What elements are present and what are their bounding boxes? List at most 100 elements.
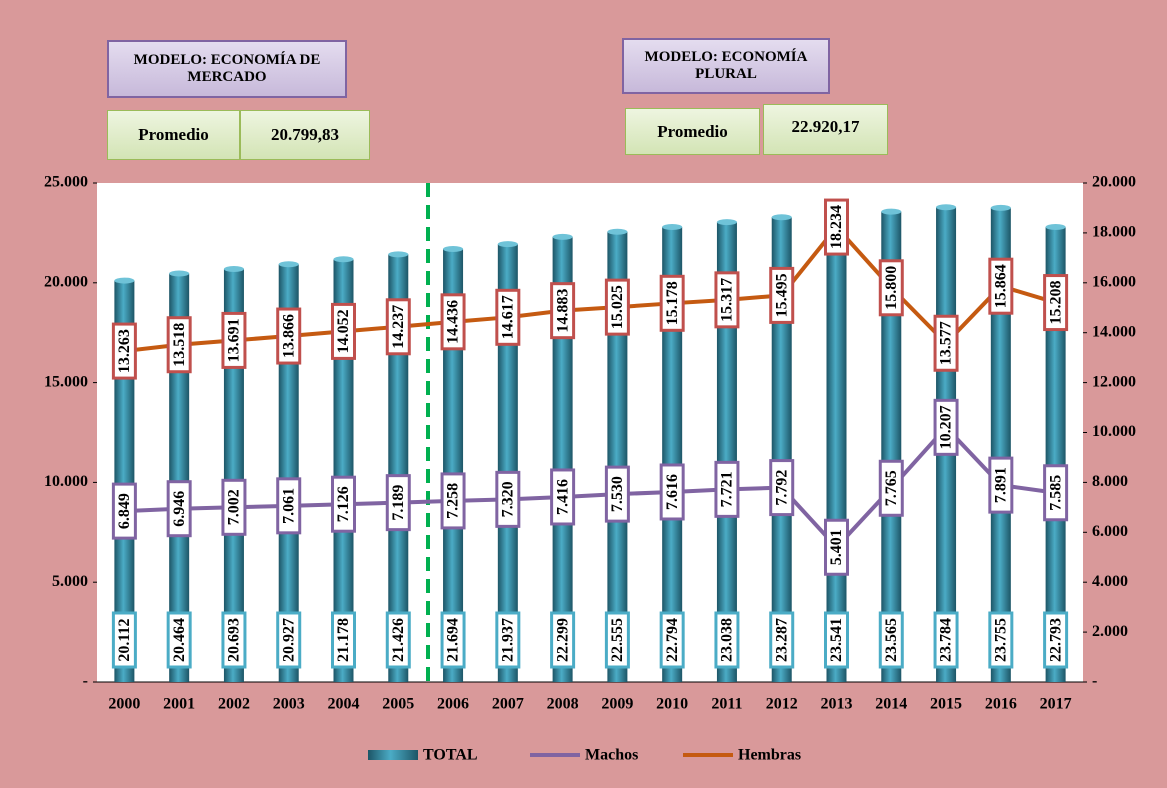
- data-label-box: [1043, 274, 1069, 332]
- data-label: 13.866: [276, 307, 302, 365]
- data-label: 15.208: [1043, 274, 1069, 332]
- data-label: 21.937: [495, 611, 521, 669]
- data-label: 7.258: [440, 472, 466, 530]
- legend-label: TOTAL: [423, 747, 478, 764]
- data-label-box: [604, 465, 630, 523]
- data-label-box: [933, 611, 959, 669]
- data-label-box: [440, 472, 466, 530]
- data-label: 7.585: [1043, 464, 1069, 522]
- bar: [881, 211, 902, 683]
- legend-label: Hembras: [738, 747, 801, 764]
- data-label-box: [659, 611, 685, 669]
- data-label-text: 23.541: [828, 618, 845, 662]
- data-label-text: 21.694: [445, 618, 462, 662]
- data-label-box: [824, 611, 849, 669]
- bar: [278, 264, 299, 682]
- data-label-box: [878, 259, 904, 317]
- bar: [1045, 227, 1066, 682]
- data-label-text: 23.565: [883, 618, 900, 662]
- x-tick-label: 2013: [821, 696, 853, 713]
- bar: [114, 280, 135, 682]
- bar: [169, 273, 190, 682]
- data-label: 15.800: [878, 259, 904, 317]
- bar-cap: [223, 265, 244, 272]
- data-label-box: [331, 475, 356, 533]
- data-label: 22.555: [604, 611, 630, 669]
- y-tick-label: 20.000: [44, 273, 88, 290]
- x-tick-label: 2010: [656, 696, 688, 713]
- data-label-box: [385, 474, 411, 532]
- data-label-text: 13.263: [116, 329, 133, 373]
- data-label-box: [769, 611, 795, 669]
- legend-label: Machos: [585, 747, 638, 764]
- data-label-box: [440, 293, 466, 351]
- bar-cap: [114, 277, 135, 284]
- data-label: 7.765: [878, 459, 904, 517]
- data-label: 13.691: [221, 311, 247, 369]
- data-label-text: 15.495: [773, 273, 790, 317]
- data-label-text: 15.208: [1047, 281, 1064, 325]
- data-label-box: [714, 611, 740, 669]
- bar-cap: [607, 228, 628, 235]
- data-label-text: 14.052: [335, 309, 352, 353]
- data-label: 5.401: [824, 518, 849, 576]
- data-label-text: 21.937: [500, 618, 517, 662]
- data-label: 23.541: [824, 611, 849, 669]
- bar: [771, 217, 792, 683]
- x-tick-label: 2000: [108, 696, 140, 713]
- data-label: 13.577: [933, 314, 959, 372]
- data-label-text: 22.299: [554, 618, 571, 662]
- data-label-text: 14.436: [445, 300, 462, 344]
- data-label-box: [604, 278, 630, 336]
- data-label-box: [276, 307, 302, 365]
- data-label: 13.263: [111, 322, 137, 380]
- data-label-text: 22.794: [664, 618, 681, 662]
- data-label: 6.849: [111, 482, 137, 540]
- data-label-text: 6.849: [116, 493, 133, 529]
- data-label-box: [166, 480, 192, 538]
- data-label-text: 5.401: [828, 529, 845, 565]
- data-label-box: [824, 198, 849, 256]
- data-label-text: 22.793: [1047, 618, 1064, 662]
- bar: [388, 254, 409, 682]
- data-label-box: [111, 322, 137, 380]
- data-label-box: [440, 611, 466, 669]
- data-label-text: 15.864: [993, 264, 1010, 308]
- bar-cap: [990, 204, 1011, 211]
- data-label-box: [769, 459, 795, 517]
- bar-cap: [881, 208, 902, 215]
- x-tick-label: 2011: [711, 696, 742, 713]
- data-label: 20.464: [166, 611, 192, 669]
- data-label: 15.025: [604, 278, 630, 336]
- y2-tick-label: 8.000: [1092, 473, 1128, 490]
- y-tick-label: -: [83, 673, 88, 690]
- data-label-text: 13.691: [226, 318, 243, 362]
- x-tick-label: 2003: [273, 696, 305, 713]
- data-label-box: [276, 611, 302, 669]
- data-label-text: 6.946: [171, 491, 188, 527]
- bar-cap: [169, 270, 190, 277]
- data-label-box: [769, 266, 795, 324]
- data-label-text: 7.530: [609, 476, 626, 512]
- data-label: 23.565: [878, 611, 904, 669]
- bar-cap: [662, 224, 683, 231]
- data-label-text: 15.178: [664, 281, 681, 325]
- avg-value: 20.799,83: [240, 110, 370, 160]
- data-label-box: [878, 611, 904, 669]
- data-label-box: [1043, 611, 1069, 669]
- data-label: 23.784: [933, 611, 959, 669]
- data-label: 14.052: [331, 302, 356, 360]
- bar: [497, 244, 518, 682]
- data-label: 20.927: [276, 611, 302, 669]
- bar: [662, 227, 683, 683]
- data-label: 6.946: [166, 480, 192, 538]
- data-label-box: [221, 311, 247, 369]
- bar-cap: [443, 245, 464, 252]
- data-label: 23.755: [988, 611, 1014, 669]
- x-tick-label: 2016: [985, 696, 1017, 713]
- bar: [990, 207, 1011, 682]
- bar: [552, 236, 573, 682]
- data-label: 20.112: [111, 611, 137, 669]
- data-label-text: 23.287: [773, 618, 790, 662]
